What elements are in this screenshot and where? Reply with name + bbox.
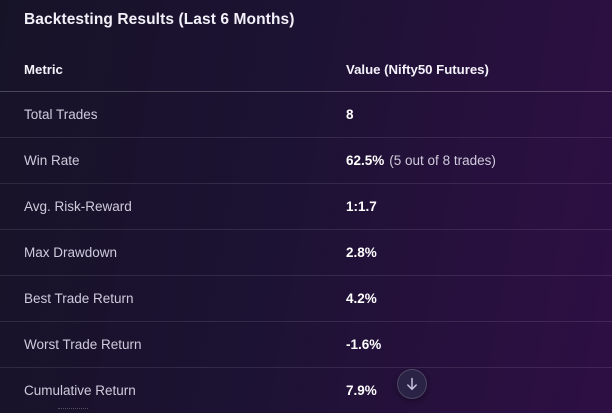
scroll-indicator	[58, 408, 88, 411]
table-header-row: Metric Value (Nifty50 Futures)	[0, 48, 612, 92]
metric-label: Cumulative Return	[24, 383, 136, 398]
metric-label: Max Drawdown	[24, 245, 118, 260]
results-table: Metric Value (Nifty50 Futures) Total Tra…	[0, 48, 612, 413]
header-value: Value (Nifty50 Futures)	[346, 62, 489, 77]
arrow-down-icon	[406, 377, 418, 391]
table-row: Avg. Risk-Reward 1:1.7	[0, 184, 612, 230]
value-text: 8	[346, 107, 354, 122]
metric-label: Win Rate	[24, 153, 80, 168]
metric-value: 8	[346, 92, 354, 137]
value-text: 1:1.7	[346, 199, 377, 214]
value-text: -1.6%	[346, 337, 382, 352]
panel-title: Backtesting Results (Last 6 Months)	[24, 11, 295, 28]
metric-label: Worst Trade Return	[24, 337, 142, 352]
metric-label: Best Trade Return	[24, 291, 134, 306]
table-row: Max Drawdown 2.8%	[0, 230, 612, 276]
value-text: 2.8%	[346, 245, 377, 260]
table-row: Total Trades 8	[0, 92, 612, 138]
value-text: 4.2%	[346, 291, 377, 306]
metric-value: 4.2%	[346, 276, 377, 321]
value-text: 7.9%	[346, 383, 377, 398]
metric-value: 62.5% (5 out of 8 trades)	[346, 138, 496, 183]
header-metric: Metric	[24, 62, 63, 77]
table-row: Cumulative Return 7.9%	[0, 368, 612, 413]
table-row: Worst Trade Return -1.6%	[0, 322, 612, 368]
metric-value: -1.6%	[346, 322, 381, 367]
scroll-to-bottom-button[interactable]	[397, 369, 427, 399]
table-row: Win Rate 62.5% (5 out of 8 trades)	[0, 138, 612, 184]
metric-value: 2.8%	[346, 230, 377, 275]
metric-value: 7.9%	[346, 368, 377, 413]
metric-value: 1:1.7	[346, 184, 377, 229]
value-text: 62.5%	[346, 153, 385, 168]
value-note: (5 out of 8 trades)	[389, 153, 496, 168]
metric-label: Total Trades	[24, 107, 98, 122]
metric-label: Avg. Risk-Reward	[24, 199, 132, 214]
table-row: Best Trade Return 4.2%	[0, 276, 612, 322]
